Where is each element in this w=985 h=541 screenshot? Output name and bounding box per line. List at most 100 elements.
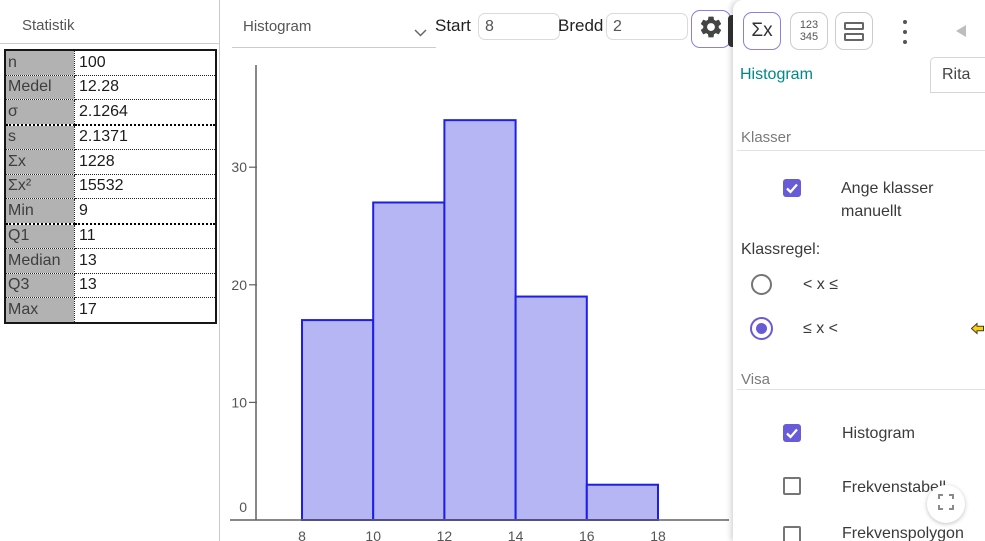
dropdown-underline	[232, 47, 436, 48]
manual-classes-checkbox[interactable]	[783, 179, 801, 197]
x-tick-label: 10	[365, 528, 381, 541]
plot-panel: Histogram Start Bredd 0 10 20 30 8 10 12 14 16 18	[220, 0, 731, 541]
histogram-bar[interactable]	[585, 483, 659, 521]
table-row: s 2.1371	[4, 124, 217, 150]
table-row: Σx² 15532	[4, 173, 217, 199]
stat-label-cell: Min	[4, 198, 75, 225]
show-statistics-button[interactable]: Σx	[743, 12, 781, 50]
visa-section-header: Visa	[741, 371, 770, 388]
klasser-section-header: Klasser	[741, 129, 792, 146]
fullscreen-icon	[938, 493, 954, 515]
options-panel: Σx 123 345 Histogram Rita Klasser	[733, 0, 985, 541]
stat-label-cell: Σx²	[4, 173, 75, 199]
stat-label-cell: Σx	[4, 149, 75, 175]
x-tick-label: 8	[298, 528, 306, 541]
statistics-panel: Statistik n 100 Medel 12.28 σ 2.1264 s	[0, 0, 219, 541]
table-row: Q1 11	[4, 223, 217, 249]
stat-value-cell[interactable]: 11	[74, 223, 217, 249]
x-tick-label: 14	[508, 528, 524, 541]
show-histogram-label[interactable]: Histogram	[842, 425, 915, 442]
table-row: Q3 13	[4, 272, 217, 298]
stat-value-cell[interactable]: 17	[74, 297, 217, 323]
stacked-panels-icon	[844, 21, 864, 41]
histogram-bar[interactable]	[301, 319, 375, 521]
tab-histogram[interactable]: Histogram	[740, 66, 813, 83]
collapse-panel-icon[interactable]	[956, 25, 966, 37]
width-input[interactable]	[606, 13, 688, 40]
table-row: Min 9	[4, 198, 217, 225]
statistics-table: n 100 Medel 12.28 σ 2.1264 s 2.1371 Σx 1…	[4, 49, 217, 324]
stat-value-cell[interactable]: 13	[74, 248, 217, 274]
histogram-bar[interactable]	[443, 119, 517, 521]
show-histogram-checkbox[interactable]	[783, 424, 801, 442]
stat-label-cell: Q1	[4, 223, 75, 249]
stat-value-cell[interactable]: 13	[74, 272, 217, 298]
stat-label-cell: σ	[4, 99, 75, 126]
stat-label-cell: Max	[4, 297, 75, 323]
table-row: σ 2.1264	[4, 99, 217, 126]
panel-divider	[219, 0, 220, 541]
chevron-down-icon[interactable]	[414, 24, 427, 42]
class-rule-radio-2[interactable]	[750, 317, 773, 340]
table-row: n 100	[4, 49, 217, 76]
class-rule-label-1[interactable]: < x ≤	[803, 276, 839, 293]
statistics-panel-title: Statistik	[22, 17, 75, 34]
show-second-plot-button[interactable]	[835, 12, 873, 50]
table-row: Medel 12.28	[4, 74, 217, 100]
show-frekvenspolygon-label[interactable]: Frekvenspolygon	[842, 525, 964, 541]
stat-value-cell[interactable]: 9	[74, 198, 217, 225]
stat-value-cell[interactable]: 15532	[74, 173, 217, 199]
stat-label-cell: s	[4, 124, 75, 150]
show-frekvenstabell-label[interactable]: Frekvenstabell	[842, 479, 947, 496]
table-row: Σx 1228	[4, 149, 217, 175]
histogram-bar[interactable]	[514, 295, 588, 521]
show-data-button[interactable]: 123 345	[790, 12, 828, 50]
klassregel-label: Klassregel:	[741, 241, 821, 258]
histogram-bar[interactable]	[372, 201, 446, 521]
plot-type-dropdown[interactable]: Histogram	[243, 18, 312, 35]
section-divider	[737, 150, 985, 151]
width-label: Bredd	[558, 16, 604, 35]
table-row: Median 13	[4, 248, 217, 274]
checkmark-icon	[783, 179, 801, 197]
stat-label-cell: n	[4, 49, 75, 76]
show-frekvenspolygon-checkbox[interactable]	[783, 526, 801, 541]
manual-classes-label[interactable]: Ange klasser manuellt	[841, 180, 934, 220]
numbers-icon-line1: 123	[799, 19, 819, 31]
x-tick-label: 16	[579, 528, 595, 541]
statistics-table-body: n 100 Medel 12.28 σ 2.1264 s 2.1371 Σx 1…	[4, 49, 217, 323]
show-frekvenstabell-checkbox[interactable]	[783, 477, 801, 495]
yellow-arrow-cursor-icon	[970, 322, 984, 340]
histogram-chart[interactable]: 0 10 20 30 8 10 12 14 16 18	[220, 57, 730, 541]
more-options-menu[interactable]	[895, 20, 915, 44]
x-tick-label: 18	[650, 528, 666, 541]
stat-label-cell: Medel	[4, 74, 75, 100]
statistics-panel-divider	[0, 43, 219, 44]
hidden-toolbar-button[interactable]	[728, 15, 736, 47]
stat-value-cell[interactable]: 2.1264	[74, 99, 217, 126]
numbers-icon-line2: 345	[799, 31, 819, 43]
class-rule-label-2[interactable]: ≤ x <	[803, 320, 839, 337]
stat-value-cell[interactable]: 1228	[74, 149, 217, 175]
x-tick-label: 12	[437, 528, 453, 541]
fullscreen-button[interactable]	[927, 485, 965, 523]
start-label: Start	[435, 16, 471, 35]
stat-label-cell: Q3	[4, 272, 75, 298]
y-tick-label: 0	[239, 499, 247, 515]
section-divider	[737, 389, 985, 390]
tab-rita[interactable]: Rita	[930, 57, 985, 93]
tab-rita-label: Rita	[942, 66, 971, 83]
y-tick-label: 20	[231, 277, 247, 293]
stat-value-cell[interactable]: 12.28	[74, 74, 217, 100]
start-input[interactable]	[478, 13, 560, 40]
table-row: Max 17	[4, 297, 217, 323]
plot-settings-button[interactable]	[691, 10, 731, 48]
y-tick-label: 10	[231, 394, 247, 410]
class-rule-radio-1[interactable]	[751, 274, 772, 295]
stat-label-cell: Median	[4, 248, 75, 274]
stat-value-cell[interactable]: 100	[74, 49, 217, 76]
y-tick-label: 30	[231, 159, 247, 175]
stat-value-cell[interactable]: 2.1371	[74, 124, 217, 150]
sigma-x-icon: Σx	[751, 20, 773, 41]
